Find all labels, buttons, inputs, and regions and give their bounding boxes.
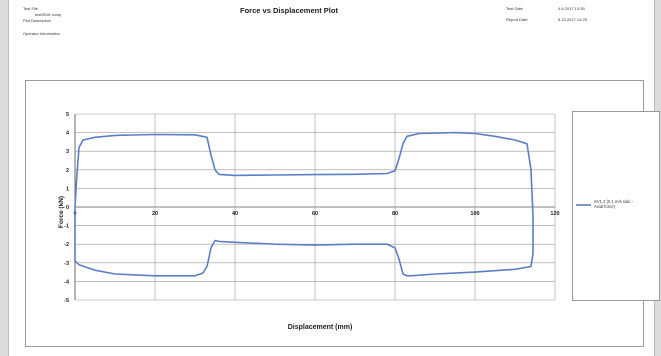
legend-entry: SV1.2 (0.1 m/s side - Axial force) bbox=[594, 199, 634, 209]
y-tick-labels: -5 -4 -3 -2 -1 0 1 2 3 4 5 bbox=[64, 112, 70, 304]
legend-entry-line-2: Axial force) bbox=[594, 204, 616, 209]
y-tick-label: -1 bbox=[64, 224, 69, 230]
legend: SV1.2 (0.1 m/s side - Axial force) bbox=[572, 111, 660, 301]
chart-grid bbox=[74, 113, 556, 301]
y-tick-label: 4 bbox=[66, 131, 70, 137]
x-tick-label: 100 bbox=[470, 211, 479, 217]
operator-information-label: Operator Information bbox=[23, 31, 60, 36]
x-axis-label: Displacement (mm) bbox=[288, 324, 353, 331]
test-file-value: test9916 comp bbox=[35, 12, 62, 17]
y-tick-label: 3 bbox=[66, 149, 69, 155]
test-date-label: Test Date bbox=[506, 6, 523, 11]
x-tick-label: 120 bbox=[550, 211, 559, 217]
x-tick-label: 80 bbox=[392, 211, 398, 217]
test-date-value: 4.6.2017 13:35 bbox=[558, 6, 585, 11]
y-tick-label: -4 bbox=[64, 279, 70, 285]
y-tick-label: 0 bbox=[66, 205, 69, 211]
y-axis-label: Force (kN) bbox=[58, 196, 65, 228]
x-tick-label: 60 bbox=[312, 211, 318, 217]
report-date-value: 5.15.2017 14:25 bbox=[558, 17, 587, 22]
report-date-label: Report Date bbox=[506, 17, 528, 22]
y-tick-label: 5 bbox=[66, 112, 69, 118]
chart-title: Force vs Displacement Plot bbox=[240, 6, 338, 15]
test-file-label: Test File bbox=[23, 6, 38, 11]
chart-frame bbox=[25, 80, 644, 347]
plot-description-label: Plot Description bbox=[23, 18, 52, 23]
series-line bbox=[74, 131, 534, 277]
y-tick-label: -3 bbox=[64, 261, 69, 267]
x-tick-labels: 0 20 40 60 80 100 120 bbox=[73, 211, 559, 217]
x-tick-label: 20 bbox=[152, 211, 158, 217]
y-tick-label: 1 bbox=[66, 186, 69, 192]
x-tick-label: 40 bbox=[232, 211, 238, 217]
y-tick-label: 2 bbox=[66, 168, 69, 174]
y-tick-label: -2 bbox=[64, 242, 69, 248]
legend-entry-line-1: SV1.2 (0.1 m/s side - bbox=[594, 199, 634, 204]
y-tick-label: -5 bbox=[64, 298, 69, 304]
